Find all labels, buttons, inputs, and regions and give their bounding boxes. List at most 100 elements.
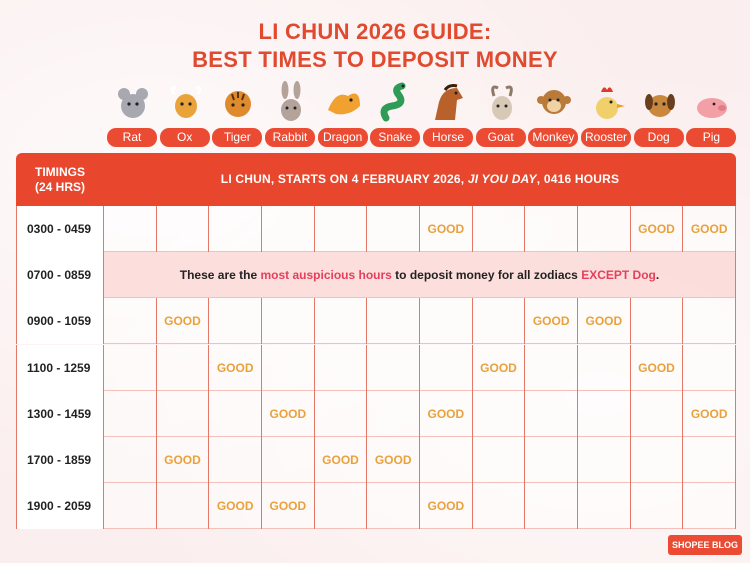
pig-icon: [697, 98, 728, 118]
good-cell: GOOD: [420, 206, 473, 252]
dragon-icon: [327, 93, 360, 115]
zodiac-cell: [209, 390, 262, 437]
good-cell: GOOD: [156, 437, 210, 483]
zodiac-tiger: Tiger: [212, 80, 263, 148]
good-cell: GOOD: [262, 390, 315, 437]
zodiac-cell: [525, 206, 579, 252]
zodiac-cell: [209, 437, 262, 483]
zodiac-cell: [472, 390, 526, 437]
zodiac-goat: Goat: [475, 80, 526, 148]
note-part-1: most auspicious hours: [260, 268, 392, 283]
zodiac-rabbit: Rabbit: [265, 80, 315, 148]
table-row: 1100 - 1259 GOOD GOOD GOOD: [16, 344, 737, 391]
zodiac-cell: [314, 483, 368, 530]
info-prefix: LI CHUN, STARTS ON 4 FEBRUARY 2026,: [220, 172, 468, 186]
zodiac-cell: [104, 206, 157, 252]
page-title: LI CHUN 2026 GUIDE: BEST TIMES TO DEPOSI…: [0, 18, 750, 74]
zodiac-label: Monkey: [528, 128, 579, 147]
good-cell: GOOD: [209, 344, 262, 391]
horse-icon: [435, 84, 464, 120]
goat-icon: [490, 85, 513, 120]
note-part-2: to deposit money for all zodiacs: [391, 268, 582, 283]
zodiac-cell: [630, 390, 684, 437]
table-row: 0300 - 0459 GOOD GOOD GOOD: [16, 206, 737, 252]
good-cell: GOOD: [525, 298, 579, 345]
info-day: JI YOU DAY: [467, 172, 537, 186]
zodiac-cell: [472, 206, 526, 252]
dog-icon: [644, 94, 675, 117]
zodiac-cell: [367, 483, 420, 530]
zodiac-cell: [683, 483, 737, 530]
table-row: 1900 - 2059 GOOD GOOD GOOD: [16, 483, 737, 530]
zodiac-label: Dog: [633, 128, 684, 147]
zodiac-ox: Ox: [159, 80, 210, 148]
table-row: 0900 - 1059 GOOD GOOD GOOD: [16, 298, 737, 345]
li-chun-info: LI CHUN, STARTS ON 4 FEBRUARY 2026, JI Y…: [104, 153, 736, 206]
good-cell: GOOD: [578, 298, 631, 345]
rabbit-icon: [281, 81, 301, 121]
zodiac-cell: [314, 298, 368, 345]
zodiac-label: Rooster: [581, 128, 632, 147]
zodiac-cell: [262, 344, 315, 391]
zodiac-pig: Pig: [686, 80, 737, 148]
zodiac-horse: Horse: [423, 80, 474, 148]
zodiac-cell: [683, 344, 737, 391]
zodiac-cell: [420, 298, 473, 345]
shopee-blog-logo: SHOPEE BLOG: [668, 535, 742, 555]
zodiac-cell: [578, 390, 631, 437]
zodiac-label: Snake: [370, 128, 421, 147]
zodiac-label: Rat: [107, 128, 157, 147]
zodiac-cell: [367, 344, 420, 391]
zodiac-cell: [104, 437, 157, 483]
zodiac-cell: [683, 437, 737, 483]
title-line-2: BEST TIMES TO DEPOSIT MONEY: [192, 47, 558, 72]
zodiac-rooster: Rooster: [581, 80, 632, 148]
note-part-0: These are the: [179, 268, 261, 283]
zodiac-cell: [525, 344, 579, 391]
auspicious-hours-note: These are the most auspicious hours to d…: [104, 252, 736, 299]
zodiac-cell: [262, 437, 315, 483]
zodiac-cell: [578, 206, 631, 252]
zodiac-cell: [420, 437, 473, 483]
timing-cell: 0900 - 1059: [16, 298, 104, 345]
timing-cell: 1900 - 2059: [16, 483, 104, 530]
zodiac-label: Horse: [423, 128, 474, 147]
zodiac-label: Pig: [686, 128, 737, 147]
zodiac-label: Ox: [159, 128, 210, 147]
table-row: 1300 - 1459 GOOD GOOD GOOD: [16, 390, 737, 437]
zodiac-cell: [630, 483, 684, 530]
good-cell: GOOD: [683, 390, 737, 437]
zodiac-cell: [156, 206, 210, 252]
zodiac-cell: [472, 298, 526, 345]
zodiac-cell: [156, 483, 210, 530]
zodiac-dog: Dog: [633, 80, 684, 148]
zodiac-cell: [262, 298, 315, 345]
zodiac-cell: [472, 437, 526, 483]
zodiac-cell: [630, 437, 684, 483]
zodiac-cell: [578, 344, 631, 391]
zodiac-cell: [367, 298, 420, 345]
rooster-icon: [596, 87, 626, 119]
zodiac-label: Rabbit: [265, 128, 315, 147]
zodiac-cell: [420, 344, 473, 391]
good-cell: GOOD: [209, 483, 262, 530]
good-cell: GOOD: [420, 390, 473, 437]
zodiac-dragon: Dragon: [317, 80, 368, 148]
zodiac-rat: Rat: [107, 80, 157, 148]
timings-label: TIMINGS: [35, 165, 85, 179]
zodiac-cell: [367, 206, 420, 252]
timing-cell: 0700 - 0859: [16, 252, 104, 299]
timing-cell: 1300 - 1459: [16, 390, 104, 437]
timing-cell: 1100 - 1259: [16, 344, 104, 391]
good-cell: GOOD: [472, 344, 526, 391]
zodiac-cell: [367, 390, 420, 437]
zodiac-monkey: Monkey: [528, 80, 579, 148]
zodiac-cell: [104, 344, 157, 391]
good-cell: GOOD: [683, 206, 737, 252]
zodiac-cell: [209, 298, 262, 345]
zodiac-cell: [525, 437, 579, 483]
timings-column-header: TIMINGS (24 HRS): [16, 153, 104, 206]
good-cell: GOOD: [420, 483, 473, 530]
zodiac-snake: Snake: [370, 80, 421, 148]
zodiac-cell: [314, 390, 368, 437]
